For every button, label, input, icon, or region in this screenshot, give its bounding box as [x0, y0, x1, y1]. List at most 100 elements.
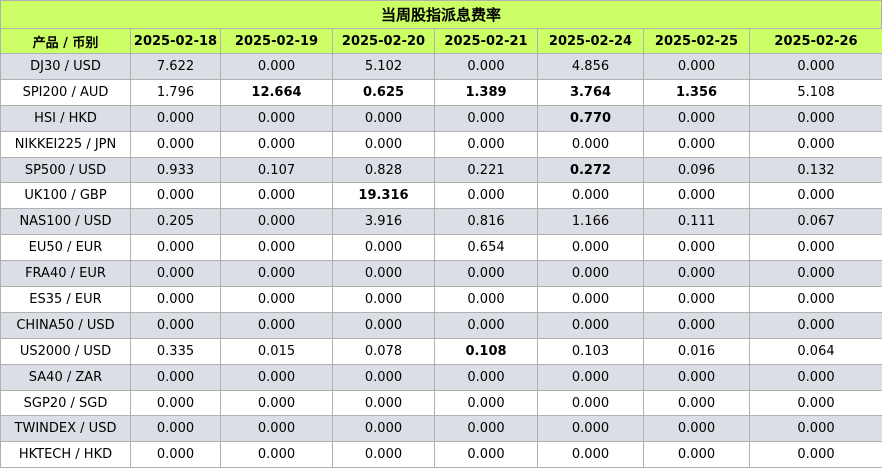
header-product: 产品 / 币别	[0, 28, 131, 54]
rate-cell: 0.000	[434, 363, 538, 391]
rate-cell: 0.000	[332, 260, 435, 288]
rate-cell: 0.000	[220, 441, 333, 469]
rate-cell: 7.622	[130, 53, 221, 80]
rate-cell: 0.078	[332, 337, 435, 365]
product-cell: ES35 / EUR	[0, 286, 131, 313]
header-date-2: 2025-02-19	[220, 28, 333, 54]
rate-cell: 0.000	[434, 441, 538, 469]
product-cell: HSI / HKD	[0, 104, 131, 132]
rate-cell: 0.000	[130, 311, 221, 339]
rate-cell: 0.000	[220, 208, 333, 236]
header-date-3: 2025-02-20	[332, 28, 435, 54]
rate-cell: 0.000	[537, 286, 644, 313]
rate-cell: 0.000	[332, 363, 435, 391]
rate-cell: 0.000	[643, 260, 750, 288]
table-row: NAS100 / USD 0.205 0.000 3.916 0.816 1.166 0.1…	[0, 208, 882, 236]
rate-cell: 1.356	[643, 78, 750, 106]
rate-cell: 0.000	[643, 286, 750, 313]
rate-cell: 0.000	[434, 53, 538, 80]
rate-cell: 0.000	[749, 286, 882, 313]
rate-cell: 0.000	[749, 363, 882, 391]
rate-cell: 0.000	[332, 130, 435, 158]
rate-cell: 0.000	[434, 260, 538, 288]
product-cell: TWINDEX / USD	[0, 415, 131, 443]
rate-cell: 0.000	[130, 363, 221, 391]
rate-cell: 0.111	[643, 208, 750, 236]
rate-cell: 0.000	[130, 389, 221, 417]
rate-cell: 0.000	[220, 182, 333, 210]
rate-cell: 0.000	[537, 311, 644, 339]
rate-cell: 0.000	[537, 363, 644, 391]
rate-cell: 0.000	[643, 130, 750, 158]
rate-cell: 0.000	[220, 130, 333, 158]
rate-cell: 0.000	[332, 234, 435, 262]
rate-cell: 0.067	[749, 208, 882, 236]
rate-cell: 0.000	[332, 415, 435, 443]
rate-cell: 0.016	[643, 337, 750, 365]
rate-cell: 0.000	[332, 311, 435, 339]
rate-cell: 0.000	[130, 286, 221, 313]
rate-cell: 0.000	[220, 260, 333, 288]
rate-cell: 0.000	[332, 104, 435, 132]
rate-cell: 0.000	[332, 286, 435, 313]
rate-cell: 3.764	[537, 78, 644, 106]
rate-cell: 0.000	[537, 441, 644, 469]
rate-cell: 0.000	[749, 415, 882, 443]
product-cell: EU50 / EUR	[0, 234, 131, 262]
rate-cell: 0.816	[434, 208, 538, 236]
rate-cell: 0.000	[130, 182, 221, 210]
rate-cell: 0.000	[130, 260, 221, 288]
rate-cell: 3.916	[332, 208, 435, 236]
header-date-5: 2025-02-24	[537, 28, 644, 54]
rate-cell: 0.108	[434, 337, 538, 365]
rate-cell: 1.166	[537, 208, 644, 236]
rate-cell: 0.000	[643, 389, 750, 417]
rate-cell: 0.335	[130, 337, 221, 365]
product-cell: NAS100 / USD	[0, 208, 131, 236]
rate-cell: 0.000	[537, 234, 644, 262]
dividend-rate-table: 产品 / 币别 2025-02-18 2025-02-19 2025-02-20…	[0, 28, 882, 469]
table-row: CHINA50 / USD 0.000 0.000 0.000 0.000 0.000 0.…	[0, 311, 882, 339]
rate-cell: 0.828	[332, 156, 435, 184]
product-cell: HKTECH / HKD	[0, 441, 131, 469]
rate-cell: 0.000	[220, 104, 333, 132]
rate-cell: 0.000	[220, 53, 333, 80]
table-row: SP500 / USD 0.933 0.107 0.828 0.221 0.272 0.09…	[0, 156, 882, 184]
rate-cell: 0.103	[537, 337, 644, 365]
rate-cell: 0.132	[749, 156, 882, 184]
rate-cell: 0.000	[220, 311, 333, 339]
rate-cell: 0.000	[537, 415, 644, 443]
rate-cell: 0.000	[434, 311, 538, 339]
rate-cell: 0.770	[537, 104, 644, 132]
rate-cell: 0.000	[434, 130, 538, 158]
rate-cell: 0.000	[643, 53, 750, 80]
rate-cell: 0.000	[749, 130, 882, 158]
product-cell: DJ30 / USD	[0, 53, 131, 80]
rate-cell: 1.389	[434, 78, 538, 106]
rate-cell: 0.000	[130, 234, 221, 262]
rate-cell: 5.102	[332, 53, 435, 80]
rate-cell: 0.015	[220, 337, 333, 365]
rate-cell: 0.933	[130, 156, 221, 184]
rate-cell: 0.000	[749, 53, 882, 80]
rate-cell: 4.856	[537, 53, 644, 80]
table-row: HSI / HKD 0.000 0.000 0.000 0.000 0.770 0.000 0…	[0, 104, 882, 132]
rate-cell: 0.000	[537, 260, 644, 288]
table-row: SA40 / ZAR 0.000 0.000 0.000 0.000 0.000 0.000…	[0, 363, 882, 391]
header-date-1: 2025-02-18	[130, 28, 221, 54]
product-cell: SA40 / ZAR	[0, 363, 131, 391]
rate-cell: 0.000	[130, 441, 221, 469]
rate-cell: 12.664	[220, 78, 333, 106]
product-cell: SP500 / USD	[0, 156, 131, 184]
rate-cell: 0.000	[643, 234, 750, 262]
table-row: TWINDEX / USD 0.000 0.000 0.000 0.000 0.000 0.…	[0, 415, 882, 443]
product-cell: SPI200 / AUD	[0, 78, 131, 106]
rate-cell: 0.205	[130, 208, 221, 236]
rate-cell: 0.064	[749, 337, 882, 365]
rate-cell: 0.000	[130, 415, 221, 443]
rate-cell: 0.000	[643, 104, 750, 132]
table-body: DJ30 / USD 7.622 0.000 5.102 0.000 4.856 0.000…	[0, 53, 882, 469]
rate-cell: 1.796	[130, 78, 221, 106]
table-row: EU50 / EUR 0.000 0.000 0.000 0.654 0.000 0.000…	[0, 234, 882, 262]
